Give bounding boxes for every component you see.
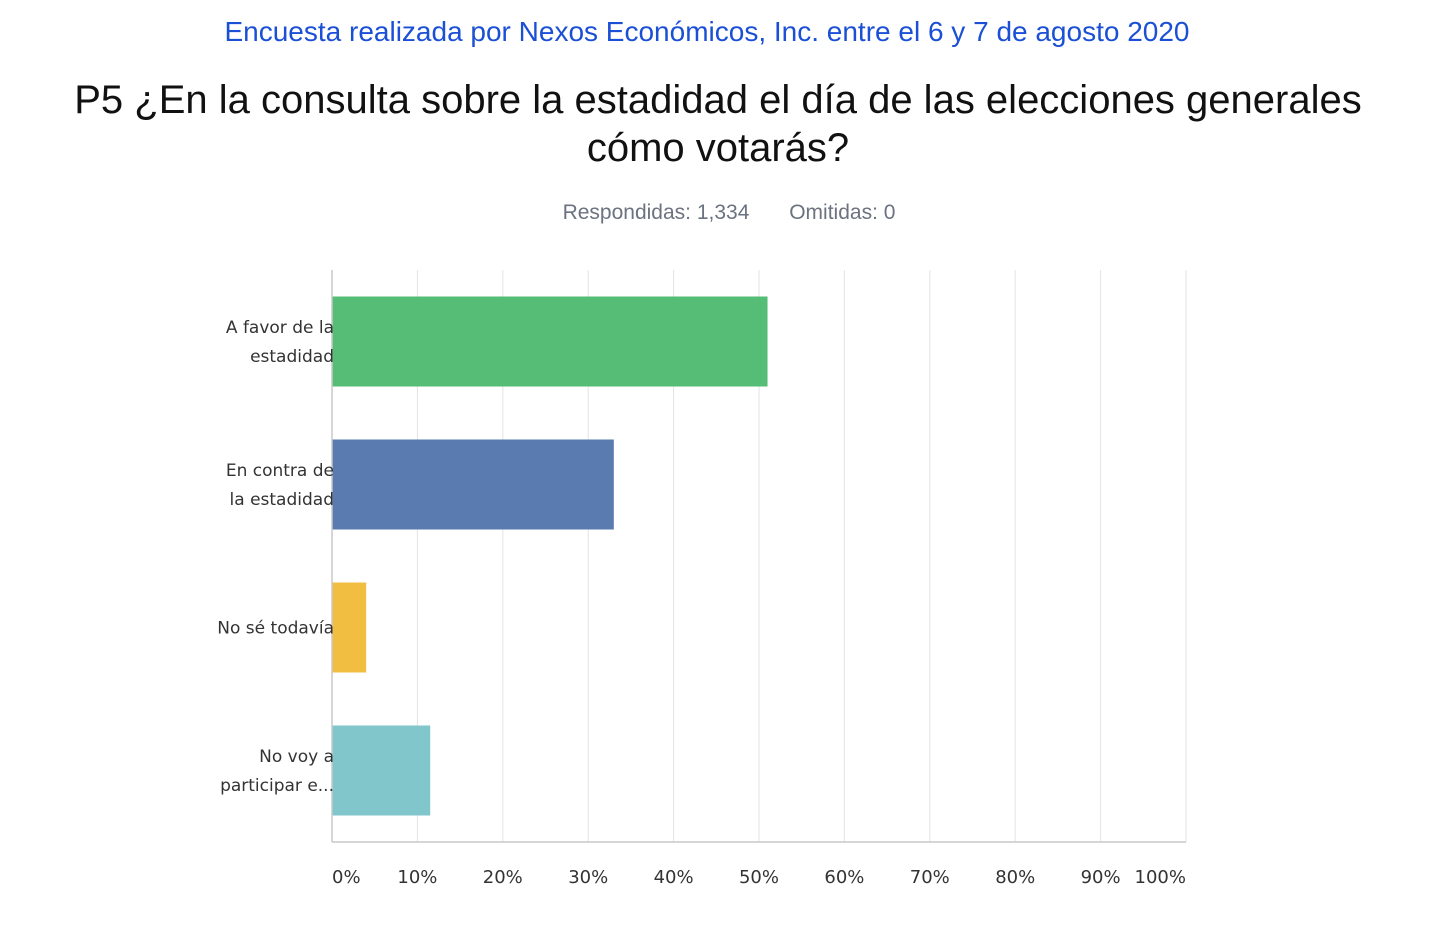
x-tick-label: 20% (483, 867, 523, 888)
bar (332, 582, 367, 673)
question-title-line-1: P5 ¿En la consulta sobre la estadidad el… (74, 78, 1362, 122)
x-tick-label: 30% (568, 867, 608, 888)
x-tick-label: 100% (1135, 867, 1186, 888)
category-label: participar e... (220, 776, 334, 796)
bar (332, 439, 614, 530)
x-tick-label: 60% (824, 867, 864, 888)
category-label: la estadidad (230, 490, 334, 510)
question-title: P5 ¿En la consulta sobre la estadidad el… (0, 76, 1436, 172)
response-stats: Respondidas: 1,334 Omitidas: 0 (0, 201, 1454, 225)
bar (332, 725, 431, 816)
category-label: En contra de (226, 461, 334, 481)
x-tick-label: 40% (654, 867, 694, 888)
category-label: No voy a (259, 747, 334, 767)
x-tick-label: 80% (995, 867, 1035, 888)
question-title-line-2: cómo votarás? (586, 126, 850, 170)
category-label: estadidad (250, 347, 334, 367)
x-tick-label: 0% (332, 867, 361, 888)
x-tick-label: 90% (1081, 867, 1121, 888)
x-tick-label: 50% (739, 867, 779, 888)
category-label: No sé todavía (217, 619, 334, 639)
survey-subtitle: Encuesta realizada por Nexos Económicos,… (224, 16, 1190, 47)
bar (332, 296, 768, 387)
category-label: A favor de la (226, 318, 334, 338)
skipped-count: Omitidas: 0 (789, 201, 896, 224)
x-tick-label: 70% (910, 867, 950, 888)
x-tick-label: 10% (397, 867, 437, 888)
answered-count: Respondidas: 1,334 (562, 201, 750, 224)
